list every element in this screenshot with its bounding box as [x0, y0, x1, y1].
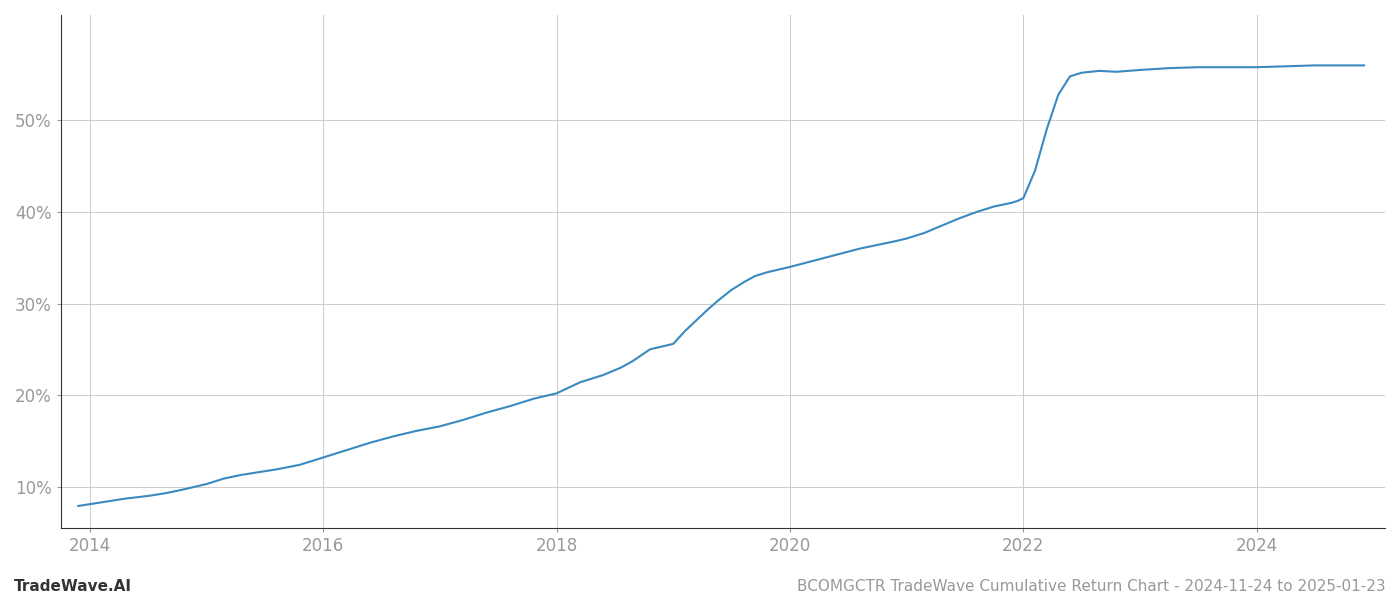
Text: BCOMGCTR TradeWave Cumulative Return Chart - 2024-11-24 to 2025-01-23: BCOMGCTR TradeWave Cumulative Return Cha…	[798, 579, 1386, 594]
Text: TradeWave.AI: TradeWave.AI	[14, 579, 132, 594]
